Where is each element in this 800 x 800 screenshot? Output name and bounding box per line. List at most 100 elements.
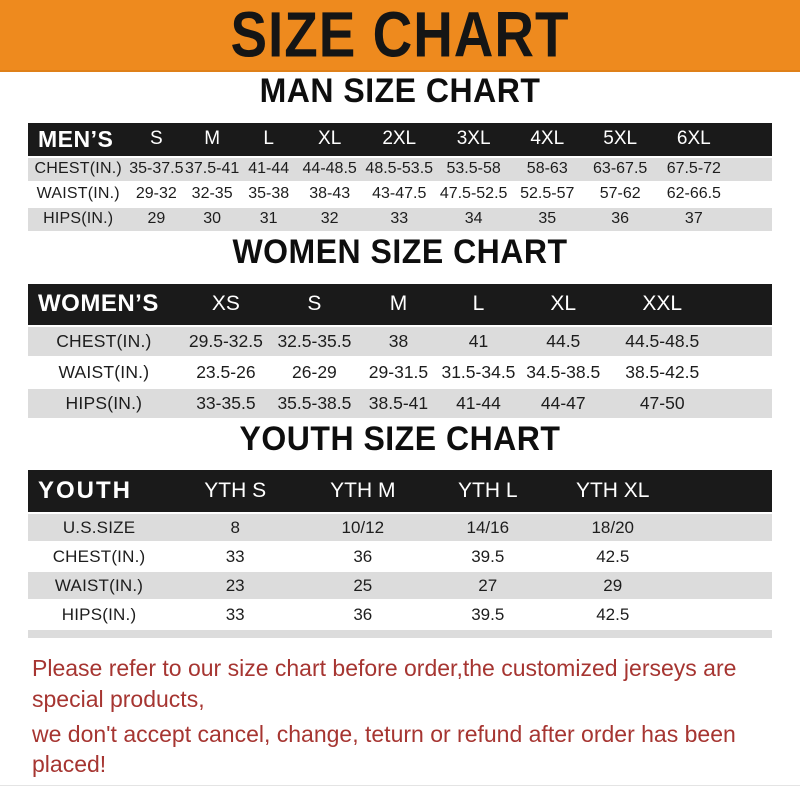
size-value-cell: 33-35.5 xyxy=(179,388,273,418)
size-column-header: 6XL xyxy=(656,122,732,156)
men-table-label: MEN’S xyxy=(28,122,129,156)
size-value-cell: 29 xyxy=(550,572,676,600)
size-column-header: XL xyxy=(516,283,610,325)
size-value-cell: 32 xyxy=(297,207,363,231)
spacer-cell xyxy=(675,543,772,571)
size-value-cell: 29 xyxy=(128,207,185,231)
size-value-cell: 38.5-42.5 xyxy=(609,357,715,387)
table-row: CHEST(IN.) 33 36 39.5 42.5 xyxy=(28,543,772,571)
size-value-cell: 57-62 xyxy=(583,182,657,206)
size-value-cell: 38 xyxy=(356,326,441,356)
size-value-cell: 44-47 xyxy=(516,388,610,418)
spacer-cell xyxy=(731,207,772,231)
size-value-cell: 63-67.5 xyxy=(583,157,657,181)
spacer-cell xyxy=(675,572,772,600)
spacer-cell xyxy=(675,601,772,629)
measure-label: WAIST(IN.) xyxy=(28,572,171,600)
size-value-cell: 62-66.5 xyxy=(656,182,732,206)
size-column-header: XS xyxy=(179,283,273,325)
size-value-cell: 35-37.5 xyxy=(128,157,185,181)
size-column-header: 5XL xyxy=(583,122,657,156)
women-table-label: WOMEN’S xyxy=(28,283,180,325)
spacer-cell xyxy=(731,122,772,156)
order-note: Please refer to our size chart before or… xyxy=(32,653,780,779)
table-row: U.S.SIZE 8 10/12 14/16 18/20 xyxy=(28,514,772,542)
size-value-cell: 52.5-57 xyxy=(510,182,584,206)
size-value-cell: 41 xyxy=(440,326,517,356)
size-column-header: 3XL xyxy=(436,122,511,156)
men-section: MAN SIZE CHART MEN’S S M L XL 2XL 3XL 4X… xyxy=(0,70,800,233)
size-value-cell: 48.5-53.5 xyxy=(362,157,437,181)
size-value-cell: 44-48.5 xyxy=(297,157,363,181)
spacer-cell xyxy=(714,326,772,356)
table-row: HIPS(IN.) 33-35.5 35.5-38.5 38.5-41 41-4… xyxy=(28,388,772,418)
size-column-header: YTH S xyxy=(170,470,301,513)
size-value-cell: 35-38 xyxy=(240,182,298,206)
table-row: HIPS(IN.) 33 36 39.5 42.5 xyxy=(28,601,772,629)
measure-label: CHEST(IN.) xyxy=(28,543,171,571)
size-column-header: M xyxy=(356,283,441,325)
size-value-cell: 36 xyxy=(583,207,657,231)
measure-label: HIPS(IN.) xyxy=(28,207,129,231)
note-line-2: we don't accept cancel, change, teturn o… xyxy=(32,721,736,778)
youth-size-table: YOUTH YTH S YTH M YTH L YTH XL U.S.SIZE … xyxy=(28,468,772,639)
youth-section-title: YOUTH SIZE CHART xyxy=(239,418,561,458)
size-value-cell: 47-50 xyxy=(609,388,715,418)
size-value-cell: 34.5-38.5 xyxy=(516,357,610,387)
size-value-cell: 53.5-58 xyxy=(436,157,511,181)
size-value-cell: 39.5 xyxy=(425,543,551,571)
size-value-cell: 34 xyxy=(436,207,511,231)
size-column-header: 2XL xyxy=(362,122,437,156)
size-value-cell: 31.5-34.5 xyxy=(440,357,517,387)
men-section-title: MAN SIZE CHART xyxy=(259,70,541,110)
note-line-1: Please refer to our size chart before or… xyxy=(32,655,737,712)
size-value-cell: 41-44 xyxy=(240,157,298,181)
size-column-header: YTH L xyxy=(425,470,551,513)
table-row: HIPS(IN.) 29 30 31 32 33 34 35 36 37 xyxy=(28,207,772,231)
size-value-cell: 25 xyxy=(300,572,426,600)
size-value-cell: 38-43 xyxy=(297,182,363,206)
size-value-cell: 29-31.5 xyxy=(356,357,441,387)
size-column-header: YTH XL xyxy=(550,470,676,513)
size-value-cell: 37 xyxy=(656,207,732,231)
size-value-cell: 42.5 xyxy=(550,601,676,629)
size-value-cell: 41-44 xyxy=(440,388,517,418)
size-column-header: 4XL xyxy=(510,122,584,156)
women-section: WOMEN SIZE CHART WOMEN’S XS S M L XL XXL xyxy=(0,231,800,420)
size-value-cell: 67.5-72 xyxy=(656,157,732,181)
size-value-cell: 33 xyxy=(362,207,437,231)
size-value-cell: 29.5-32.5 xyxy=(179,326,273,356)
men-size-table: MEN’S S M L XL 2XL 3XL 4XL 5XL 6XL CHEST… xyxy=(28,121,772,233)
size-value-cell: 47.5-52.5 xyxy=(436,182,511,206)
women-section-title: WOMEN SIZE CHART xyxy=(232,231,568,271)
table-row: CHEST(IN.) 29.5-32.5 32.5-35.5 38 41 44.… xyxy=(28,326,772,356)
youth-table-header-row: YOUTH YTH S YTH M YTH L YTH XL xyxy=(28,470,772,513)
size-value-cell: 43-47.5 xyxy=(362,182,437,206)
bottom-divider xyxy=(0,784,800,791)
size-value-cell: 36 xyxy=(300,601,426,629)
size-value-cell: 27 xyxy=(425,572,551,600)
size-column-header: L xyxy=(440,283,517,325)
size-value-cell: 33 xyxy=(170,543,301,571)
spacer-cell xyxy=(675,514,772,542)
size-value-cell: 58-63 xyxy=(510,157,584,181)
spacer-cell xyxy=(731,182,772,206)
size-value-cell: 42.5 xyxy=(550,543,676,571)
size-value-cell: 32-35 xyxy=(184,182,241,206)
size-value-cell: 23 xyxy=(170,572,301,600)
measure-label: WAIST(IN.) xyxy=(28,357,180,387)
size-value-cell: 37.5-41 xyxy=(184,157,241,181)
size-value-cell: 32.5-35.5 xyxy=(272,326,357,356)
youth-table-label: YOUTH xyxy=(28,470,171,513)
table-row: CHEST(IN.) 35-37.5 37.5-41 41-44 44-48.5… xyxy=(28,157,772,181)
table-row: WAIST(IN.) 29-32 32-35 35-38 38-43 43-47… xyxy=(28,182,772,206)
table-row: WAIST(IN.) 23.5-26 26-29 29-31.5 31.5-34… xyxy=(28,357,772,387)
size-value-cell: 26-29 xyxy=(272,357,357,387)
measure-label: CHEST(IN.) xyxy=(28,326,180,356)
size-column-header: XXL xyxy=(609,283,715,325)
spacer-cell xyxy=(675,470,772,513)
page-title: SIZE CHART xyxy=(230,0,570,71)
size-value-cell: 36 xyxy=(300,543,426,571)
measure-label: U.S.SIZE xyxy=(28,514,171,542)
size-column-header: YTH M xyxy=(300,470,426,513)
